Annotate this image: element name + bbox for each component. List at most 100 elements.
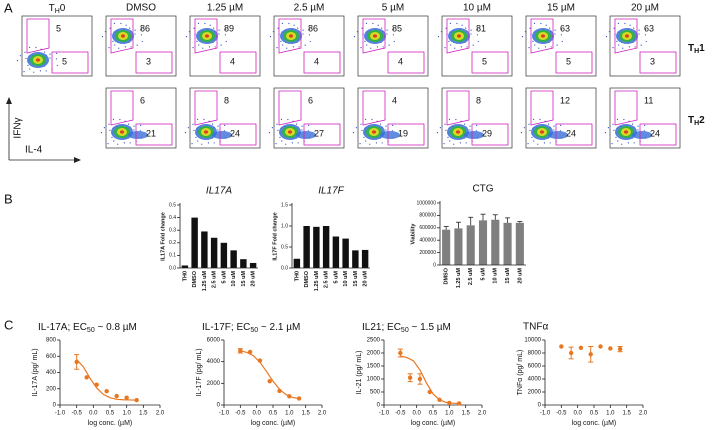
event-dot [213,142,215,144]
density [624,130,628,134]
x-tick-label: -0.5 [235,411,246,417]
gate [446,90,470,126]
density [548,131,568,139]
x-tick-label: 1.5 [139,411,148,417]
density [120,130,124,134]
event-dot [100,132,103,134]
event-dot [268,132,271,134]
y-axis-label: IL-21 (pg/ mL) [356,351,363,395]
bar [332,236,340,268]
bar [352,250,359,268]
data-point [398,350,403,356]
event-dot [123,142,126,144]
event-dot [56,64,58,67]
gate-value: 21 [146,128,156,138]
event-dot [637,129,639,131]
chart-title: IL-17F; EC50 ~ 2.1 µM [202,322,300,334]
event-dot [203,118,205,121]
x-tick-label: 5 uM [221,271,227,284]
x-tick-label: DMSO [444,267,450,284]
event-dot [385,129,387,131]
y-tick-label: 400 [46,370,57,376]
event-dot [292,46,295,48]
x-tick-label: 0.5 [590,411,599,417]
event-dot [309,40,311,43]
y-tick-label: 0.0 [169,265,176,271]
gate [110,18,134,54]
y-axis-label: TNFα (pg/ mL) [517,350,524,396]
event-dot [213,27,215,29]
event-dot [365,22,368,24]
event-dot [637,125,639,127]
gate [303,51,341,74]
event-dot [440,31,443,33]
column-header: 2.5 µM [294,3,325,14]
data-point [296,396,302,401]
event-dot [301,129,303,131]
event-dot [439,127,442,129]
fit-curve [400,355,460,405]
y-tick-label: 800000 [419,213,436,219]
data-point [617,346,623,352]
arrow-head [6,97,12,104]
x-tick-label: 1.5 [301,411,310,417]
event-dot [49,53,51,55]
event-dot [448,40,450,42]
event-dot [355,127,358,129]
x-tick-label: 20 uM [517,268,523,284]
row-label-part: T [688,43,694,54]
bar [478,220,488,265]
x-tick-label: 2.0 [156,411,165,417]
event-dot [371,118,373,121]
density [288,130,292,134]
x-tick-label: 0.0 [252,411,261,417]
event-dot [366,44,368,46]
chart-title-sub: 50 [87,327,95,334]
event-dot [461,24,463,26]
x-tick-label: TH0 [294,271,300,281]
gate [387,51,425,74]
x-tick-label: 1.25 uM [456,268,462,289]
x-tick-label: -0.5 [556,411,567,417]
event-dot [616,40,618,42]
event-dot [544,46,547,48]
x-tick-label: -0.5 [395,411,406,417]
event-dot [393,40,395,43]
event-dot [104,31,107,33]
data-point [437,397,442,402]
event-dot [375,142,378,144]
plot-frame [525,15,597,77]
y-axis-label: IL-17F (pg/ mL) [196,348,203,396]
event-dot [276,46,278,49]
data-point [447,400,452,406]
event-dot [476,124,478,126]
gate [194,18,218,54]
event-dot [114,44,116,46]
event-dot [604,132,607,134]
event-dot [472,44,474,46]
event-dot [561,28,563,30]
gate [614,18,638,54]
event-dot [108,46,110,49]
event-dot [560,34,562,36]
event-dot [381,142,383,144]
density [289,34,293,38]
y-tick-label: 400000 [419,238,436,244]
x-tick-label: DMSO [192,270,198,287]
event-dot [192,46,194,49]
bar [249,262,257,268]
y-tick-label: 0 [377,403,381,409]
chart-title: TNFα [523,322,548,333]
event-dot [225,28,227,30]
x-tick-label: 1.0 [606,411,615,417]
x-tick-label: 1.25 uM [202,271,208,292]
event-dot [545,24,547,26]
bar [515,222,524,265]
event-dot [112,40,114,42]
event-dot [33,71,35,73]
bar [230,250,237,268]
event-dot [640,44,642,46]
density [296,131,316,139]
panel-label: B [4,191,13,206]
event-dot [304,44,306,46]
